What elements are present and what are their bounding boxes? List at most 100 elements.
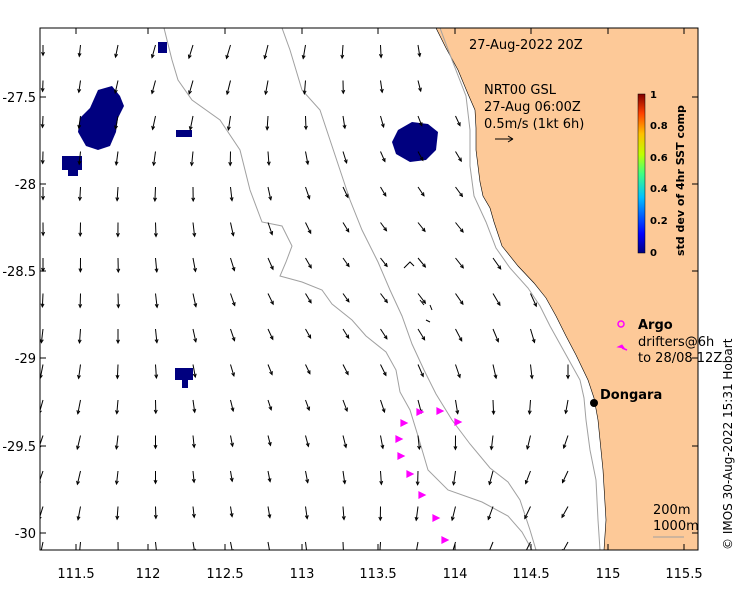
- current-arrowhead: [76, 445, 80, 451]
- contour-200m: [439, 28, 601, 550]
- current-arrowhead: [381, 157, 386, 163]
- current-arrow: [188, 80, 194, 94]
- current-arrowhead: [191, 513, 196, 519]
- current-arrowhead: [487, 515, 492, 521]
- current-arrowhead: [265, 126, 270, 131]
- current-arrow: [455, 151, 462, 162]
- current-arrow: [342, 328, 350, 339]
- current-arrowhead: [268, 196, 273, 201]
- island-fragment: [403, 261, 433, 323]
- current-arrow: [191, 151, 194, 166]
- current-arrow: [78, 80, 81, 93]
- current-arrowhead: [561, 479, 566, 484]
- current-arrowhead: [266, 161, 271, 167]
- current-arrow: [489, 541, 494, 550]
- current-arrowhead: [343, 159, 348, 165]
- current-arrowhead: [76, 516, 81, 521]
- current-arrowhead: [420, 372, 424, 378]
- current-arrow: [417, 435, 420, 450]
- current-arrowhead: [192, 232, 197, 238]
- current-arrowhead: [188, 90, 192, 95]
- contour-200m-inner: [281, 28, 537, 550]
- current-arrowhead: [345, 262, 350, 268]
- current-arrowhead: [116, 339, 120, 345]
- current-arrow: [417, 186, 425, 197]
- contour-label-1000: 1000m: [653, 519, 699, 534]
- current-arrow: [451, 506, 456, 521]
- current-scale: 0.5m/s (1kt 6h): [484, 117, 584, 132]
- current-arrowhead: [380, 444, 385, 450]
- current-arrow: [41, 293, 44, 307]
- current-arrowhead: [192, 408, 197, 414]
- drifter-marker: [436, 407, 445, 415]
- current-arrowhead: [417, 52, 422, 58]
- drifter-marker: [406, 470, 415, 478]
- current-arrow: [342, 364, 349, 375]
- drifter-marker: [432, 514, 441, 522]
- current-arrowhead: [114, 161, 119, 166]
- current-arrow: [40, 364, 44, 379]
- current-arrowhead: [524, 480, 529, 485]
- current-arrow: [267, 222, 273, 235]
- current-arrow: [230, 186, 233, 201]
- current-arrowhead: [345, 334, 350, 340]
- current-arrowhead: [459, 264, 464, 269]
- current-arrowhead: [306, 370, 311, 375]
- land-mass: [435, 28, 698, 550]
- x-tick: 112: [136, 28, 160, 582]
- current-time: 27-Aug 06:00Z: [484, 100, 581, 115]
- current-arrowhead: [459, 192, 464, 198]
- drifter-marker: [395, 435, 404, 443]
- current-arrow: [230, 328, 235, 341]
- current-arrow: [116, 506, 119, 520]
- current-arrow: [342, 186, 349, 198]
- current-arrowhead: [308, 264, 312, 269]
- current-arrowhead: [342, 552, 345, 555]
- current-arrow: [380, 364, 387, 376]
- current-arrowhead: [267, 441, 272, 447]
- current-arrow: [267, 399, 272, 410]
- y-tick-label: -29: [15, 352, 36, 367]
- legend-drifters-line1: drifters@6h: [638, 335, 714, 350]
- current-arrowhead: [117, 551, 120, 554]
- current-arrow: [77, 399, 81, 414]
- current-arrowhead: [41, 51, 45, 57]
- current-arrowhead: [378, 54, 383, 59]
- current-arrowhead: [150, 89, 155, 95]
- current-arrowhead: [382, 192, 387, 197]
- current-arrowhead: [78, 232, 83, 238]
- contour-1000m: [163, 28, 533, 550]
- current-arrowhead: [77, 124, 82, 130]
- current-arrowhead: [115, 410, 120, 415]
- drifter-marker: [441, 536, 450, 544]
- current-arrow: [76, 470, 81, 485]
- colorbar-tick-label: 0.2: [650, 216, 668, 227]
- current-arrowhead: [379, 480, 384, 486]
- current-arrowhead: [491, 410, 496, 416]
- current-arrowhead: [304, 515, 309, 520]
- current-arrow: [189, 115, 194, 130]
- current-arrowhead: [77, 339, 82, 345]
- current-arrow: [230, 435, 234, 447]
- current-arrowhead: [383, 335, 388, 340]
- current-arrowhead: [562, 444, 567, 450]
- colorbar-tick-label: 0.4: [650, 184, 668, 195]
- current-arrowhead: [341, 516, 346, 521]
- current-arrowhead: [78, 303, 83, 309]
- current-arrowhead: [269, 335, 274, 341]
- x-axis: 111.5 112 112.5 113 113.5 114 114.5 115 …: [57, 28, 703, 582]
- current-arrow: [453, 470, 456, 485]
- current-arrow: [416, 541, 419, 550]
- current-arrowhead: [459, 300, 464, 306]
- drifter-marker: [454, 418, 463, 426]
- current-arrow: [226, 44, 231, 59]
- current-arrowhead: [497, 265, 502, 270]
- current-arrow: [305, 541, 308, 550]
- current-arrowhead: [268, 550, 271, 553]
- current-arrowhead: [488, 551, 491, 555]
- current-arrow: [264, 44, 269, 59]
- current-arrowhead: [115, 232, 120, 238]
- current-arrow: [526, 435, 531, 450]
- current-arrowhead: [533, 302, 537, 308]
- x-tick: 113.5: [359, 28, 397, 582]
